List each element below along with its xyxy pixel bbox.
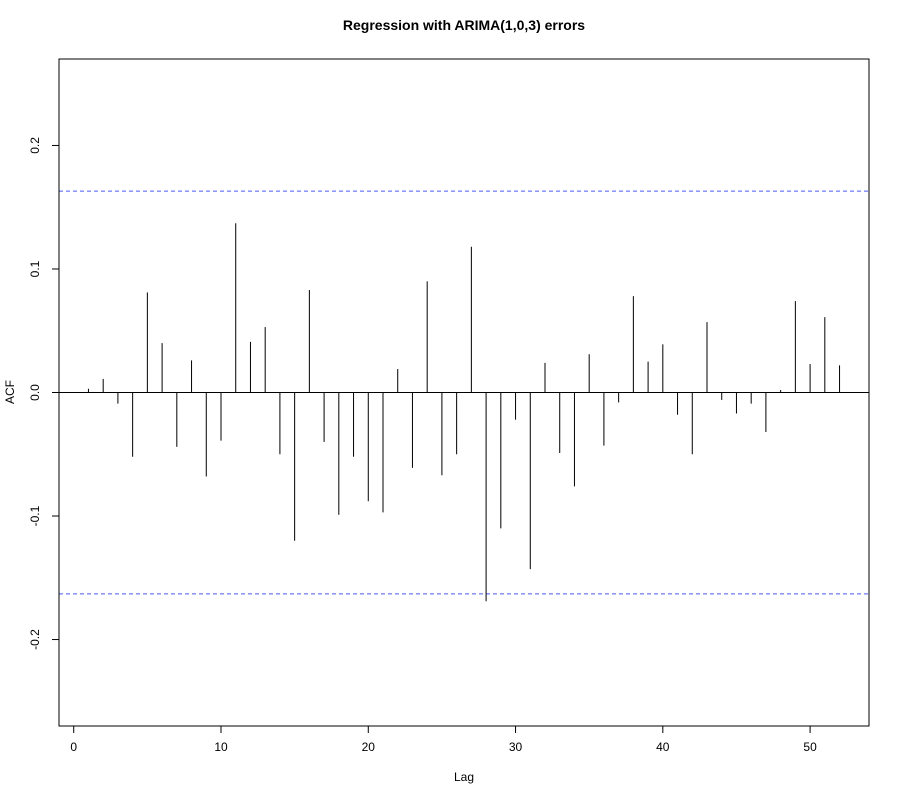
x-tick-label: 0 [70, 740, 77, 754]
acf-bars [87, 223, 841, 602]
y-tick-label: 0.2 [28, 137, 42, 154]
x-tick-label: 50 [803, 740, 817, 754]
y-tick-label: -0.1 [28, 505, 42, 526]
y-tick-label: 0.1 [28, 260, 42, 277]
y-axis-label: ACF [3, 380, 17, 404]
y-tick-label: -0.2 [28, 629, 42, 650]
x-tick-label: 10 [214, 740, 228, 754]
x-axis: 0 10 20 30 40 50 [70, 725, 817, 754]
chart-title: Regression with ARIMA(1,0,3) errors [343, 17, 585, 33]
x-tick-label: 30 [509, 740, 523, 754]
y-axis: -0.2 -0.1 0.0 0.1 0.2 [28, 137, 60, 650]
x-tick-label: 20 [362, 740, 376, 754]
x-axis-label: Lag [454, 770, 474, 784]
y-tick-label: 0.0 [28, 384, 42, 401]
x-tick-label: 40 [656, 740, 670, 754]
confidence-bounds [59, 190, 869, 595]
